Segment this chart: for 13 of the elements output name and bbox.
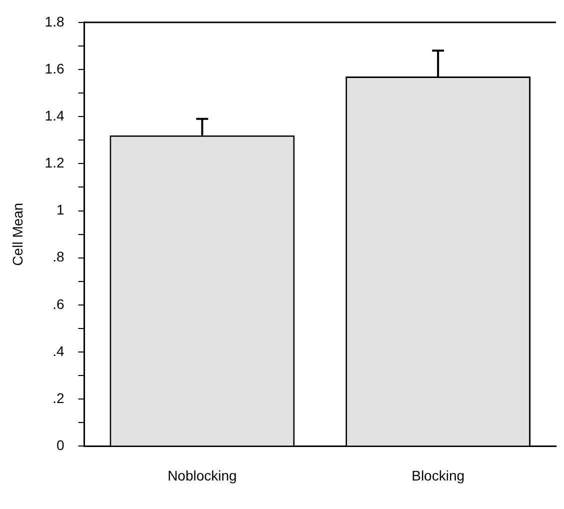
- y-tick-label: .2: [52, 390, 64, 406]
- x-tick-label: Noblocking: [168, 467, 237, 484]
- y-axis-title: Cell Mean: [9, 202, 26, 266]
- y-tick-label: .6: [52, 296, 64, 312]
- x-tick-label: Blocking: [412, 467, 465, 484]
- y-tick-label: 0: [56, 437, 64, 454]
- y-tick-label: 1.6: [44, 60, 64, 76]
- y-tick-label: 1.4: [44, 107, 64, 124]
- y-tick-label: 1.8: [44, 13, 64, 30]
- y-tick-label: 1: [56, 202, 64, 218]
- y-tick-label: .8: [52, 248, 64, 265]
- y-tick-label: .4: [52, 342, 64, 359]
- y-tick-label: 1.2: [44, 154, 64, 171]
